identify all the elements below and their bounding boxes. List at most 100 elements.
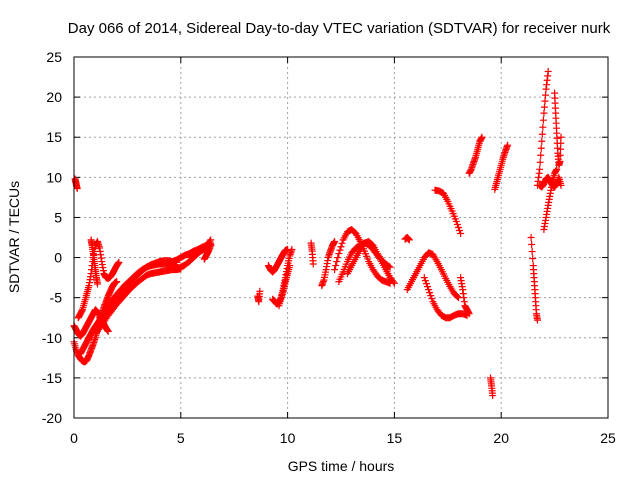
data-point [335, 250, 343, 258]
data-point [465, 310, 473, 318]
data-point [333, 258, 341, 266]
data-point [73, 185, 81, 193]
data-point [539, 123, 547, 131]
series-arc-22 [343, 238, 394, 278]
chart-title: Day 066 of 2014, Sidereal Day-to-day VTE… [68, 20, 611, 37]
data-point [389, 278, 397, 286]
y-tick-label: 5 [54, 209, 62, 225]
data-point [536, 165, 544, 173]
series-arc-15 [264, 246, 292, 276]
data-point [386, 263, 394, 271]
y-tick-label: 0 [54, 250, 62, 266]
series-arc-09 [96, 257, 181, 322]
series-arc-34 [540, 165, 561, 233]
x-tick-label: 10 [280, 430, 296, 446]
series-arc-04 [74, 238, 123, 322]
y-tick-label: 25 [46, 49, 62, 65]
data-point [557, 181, 565, 189]
data-point [540, 103, 548, 111]
x-tick-label: 5 [177, 430, 185, 446]
data-point [334, 254, 342, 262]
data-point [456, 226, 464, 234]
y-tick-label: -10 [42, 330, 62, 346]
data-point [478, 133, 486, 141]
series-arc-05 [87, 236, 101, 288]
series-arc-13 [200, 242, 215, 263]
data-point [113, 278, 121, 286]
data-point [405, 236, 413, 244]
data-points [70, 67, 565, 400]
series-arc-01 [71, 175, 81, 193]
data-point [421, 277, 429, 285]
data-point [557, 133, 565, 141]
data-point [534, 316, 542, 324]
x-tick-label: 25 [600, 430, 616, 446]
data-point [426, 289, 434, 297]
data-point [93, 280, 101, 288]
series-arc-14 [254, 287, 264, 306]
x-tick-label: 0 [70, 430, 78, 446]
data-point [331, 238, 339, 246]
data-point [104, 327, 112, 335]
data-point [309, 260, 317, 268]
data-point [528, 248, 536, 256]
y-tick-label: -5 [50, 290, 63, 306]
data-point [331, 266, 339, 274]
series-arc-19 [318, 238, 339, 290]
axis-ticks: 0 5 10 15 20 25 -20 -15 -10 -5 0 5 10 15 20 25 [42, 49, 616, 446]
data-point [420, 274, 428, 282]
data-point [556, 151, 564, 159]
series-arc-30 [491, 141, 512, 193]
data-point [489, 392, 497, 400]
data-point [537, 144, 545, 152]
series-arc-17 [275, 246, 296, 310]
data-point [256, 287, 264, 295]
y-tick-label: 15 [46, 129, 62, 145]
data-point [536, 158, 544, 166]
data-point [390, 279, 398, 287]
series-arc-29 [487, 374, 497, 400]
data-point [553, 165, 561, 173]
series-arc-26 [457, 274, 473, 318]
data-point [428, 295, 436, 303]
x-tick-label: 20 [493, 430, 509, 446]
data-point [424, 283, 432, 291]
data-point [332, 262, 340, 270]
data-point [385, 262, 393, 270]
series-arc-24 [403, 249, 462, 302]
data-point [427, 292, 435, 300]
data-point [338, 239, 346, 247]
data-point [556, 157, 564, 165]
data-point [538, 130, 546, 138]
data-point [527, 234, 535, 241]
y-axis-label: SDTVAR / TECUs [6, 181, 22, 293]
data-point [538, 137, 546, 145]
y-tick-label: -15 [42, 370, 62, 386]
series-arc-35 [551, 89, 565, 169]
series-arc-07 [91, 265, 185, 338]
data-point [457, 229, 465, 237]
plot-frame [73, 56, 609, 419]
series-arc-31 [527, 234, 542, 324]
data-point [452, 217, 460, 225]
data-point [557, 139, 565, 147]
x-tick-label: 15 [387, 430, 403, 446]
data-point [539, 116, 547, 124]
data-point [504, 141, 512, 149]
series-arc-32 [534, 67, 552, 189]
data-point [422, 280, 430, 288]
data-point [207, 242, 215, 250]
data-point [425, 286, 433, 294]
data-point [556, 145, 564, 153]
series-arc-18 [307, 239, 317, 268]
data-point [453, 220, 461, 228]
data-point [336, 246, 344, 254]
y-tick-label: 20 [46, 89, 62, 105]
data-point [542, 91, 550, 99]
series-arc-27 [431, 186, 465, 237]
data-point [540, 109, 548, 117]
x-axis-label: GPS time / hours [288, 458, 395, 474]
data-point [453, 293, 461, 301]
y-tick-label: -20 [42, 410, 62, 426]
